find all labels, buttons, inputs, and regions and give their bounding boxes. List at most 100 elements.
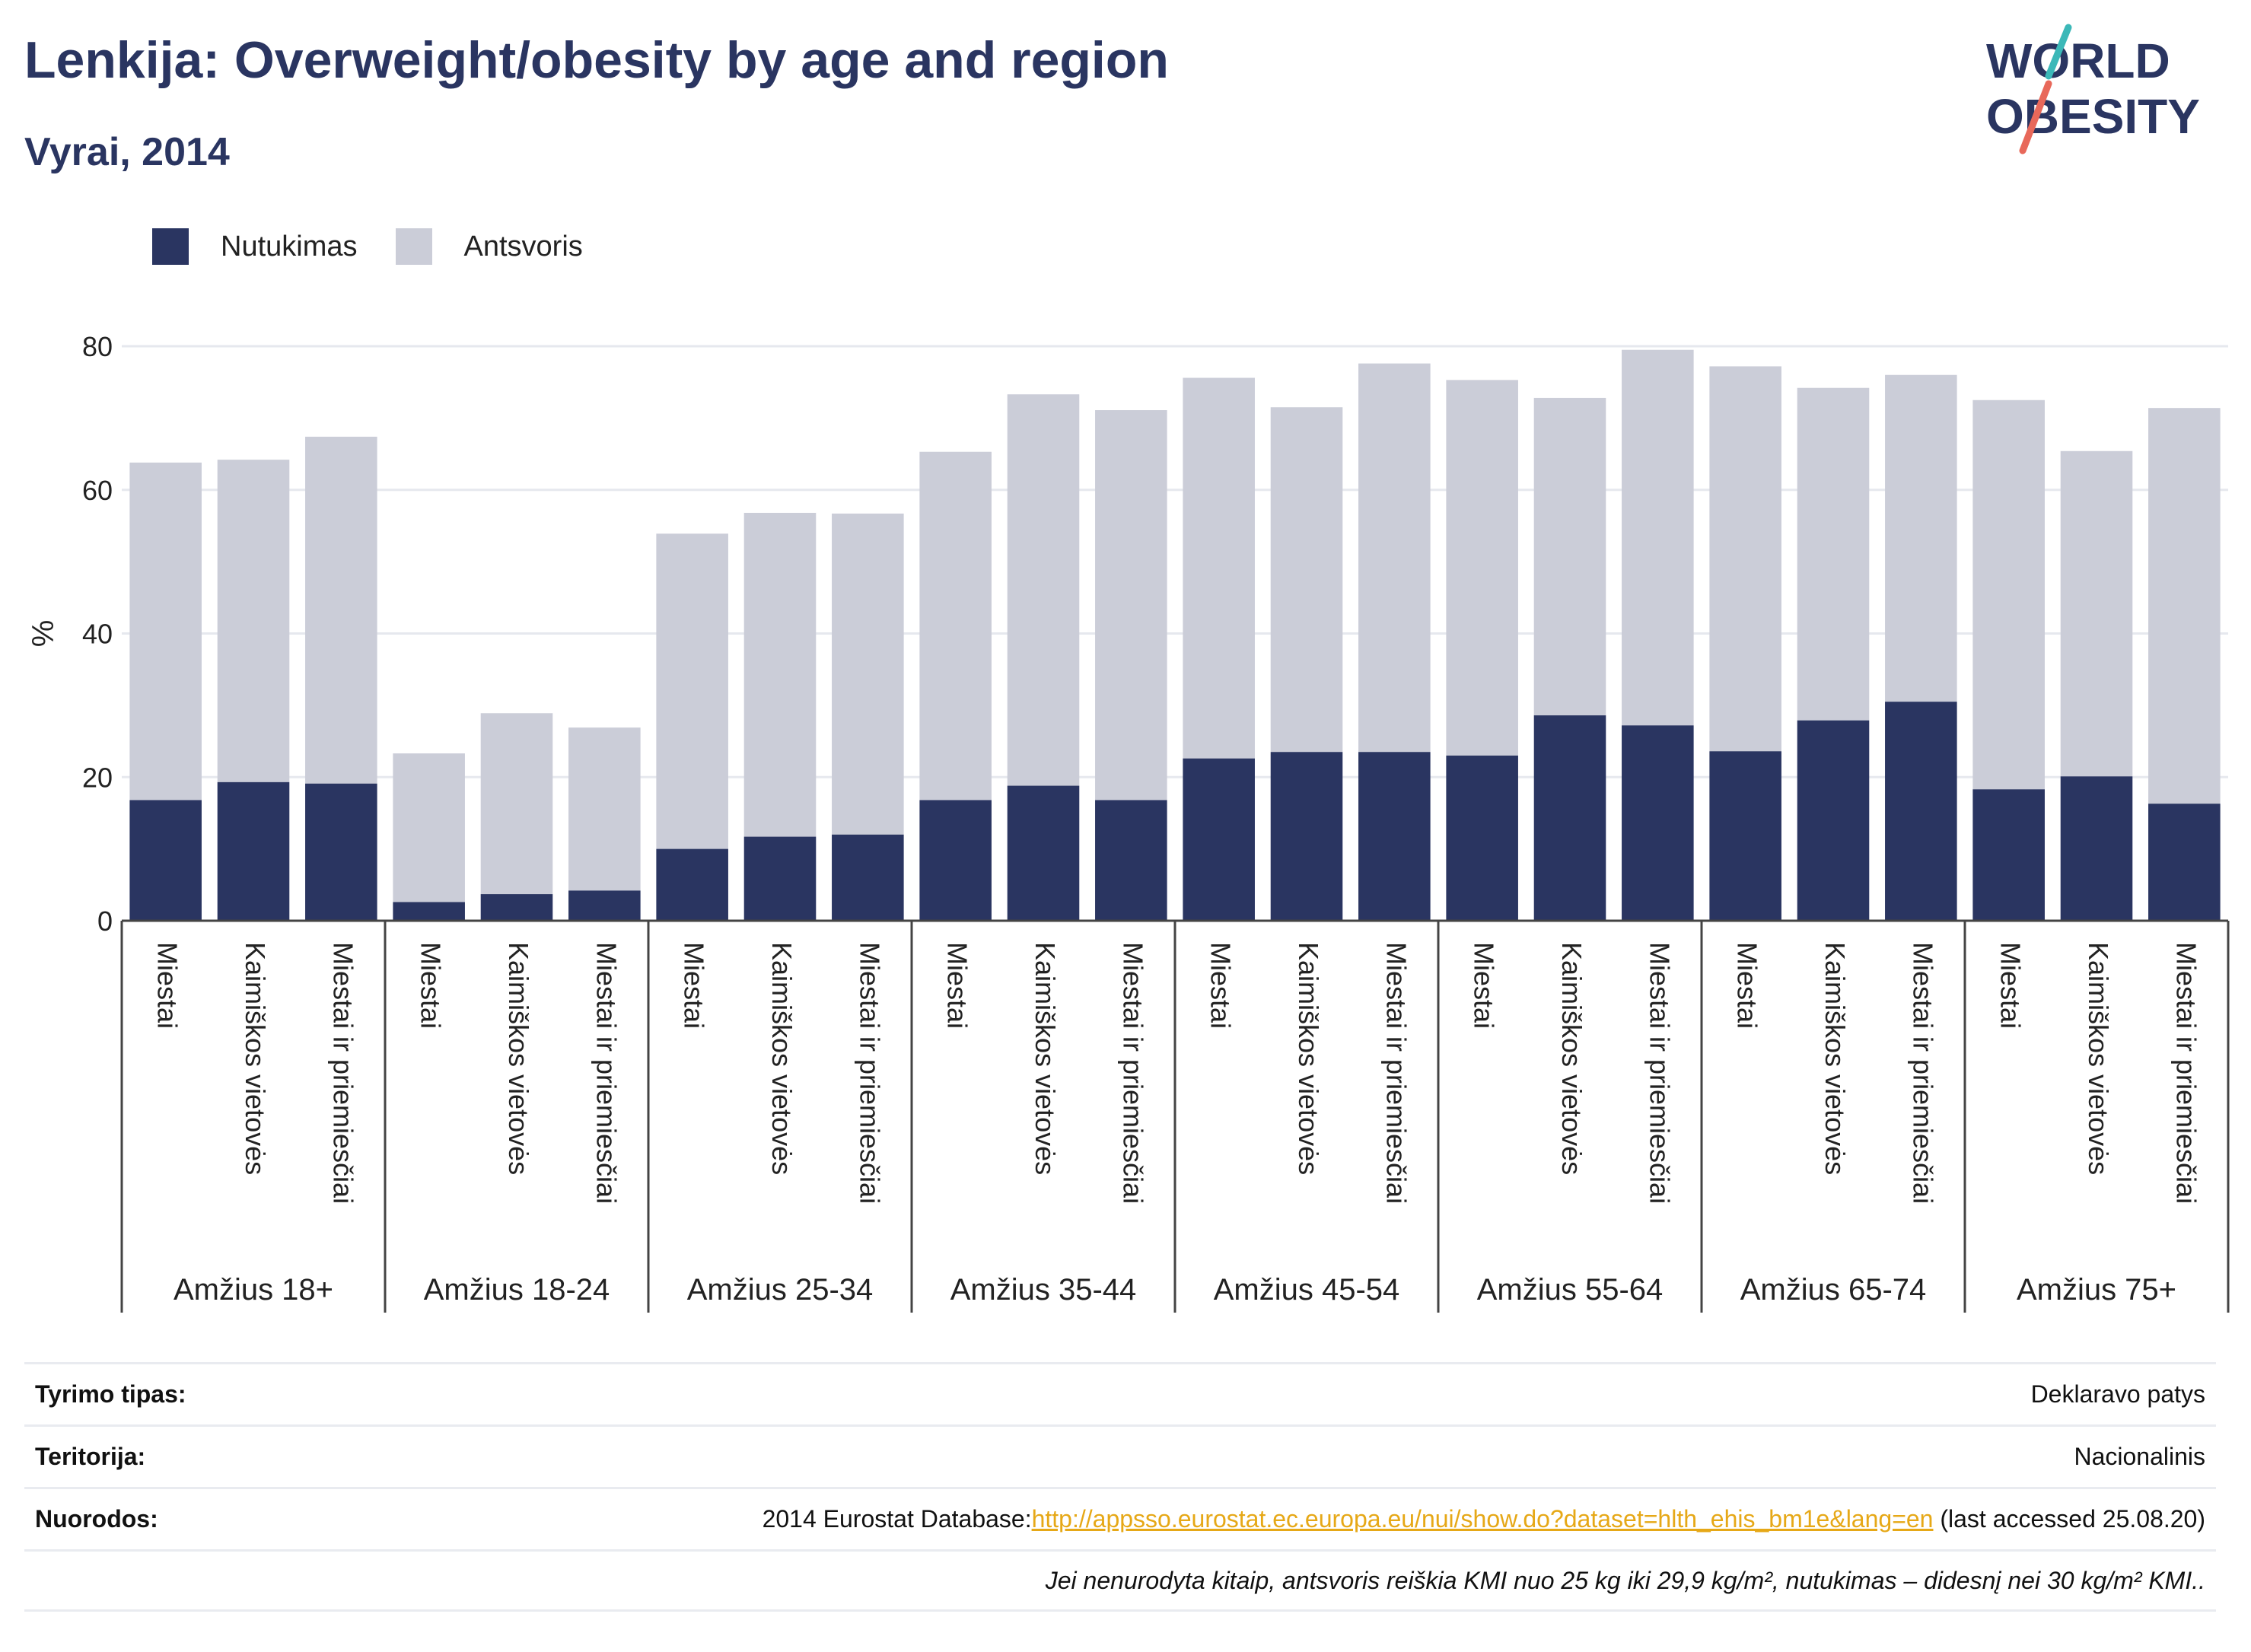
y-tick-label: 20 (82, 762, 113, 793)
bar-overweight (2060, 450, 2133, 777)
reference-suffix: (last accessed 25.08.20) (1933, 1505, 2205, 1533)
bar-obesity (568, 890, 641, 921)
x-category-label: Kaimiškos vietovės (1030, 942, 1061, 1175)
logo-line2: OBESITY (1986, 89, 2200, 144)
bar-overweight (129, 462, 202, 801)
bar-overweight (217, 460, 290, 782)
x-category-label: Miestai (1732, 942, 1763, 1029)
logo-slash-coral (2019, 80, 2052, 154)
info-value-survey: Deklaravo patys (2030, 1380, 2205, 1408)
info-label-survey: Tyrimo tipas: (35, 1380, 186, 1408)
x-category-label: Miestai ir priemiesčiai (1117, 942, 1148, 1204)
y-tick-label: 60 (82, 475, 113, 506)
bar-obesity (656, 848, 728, 921)
bar-obesity (1446, 755, 1518, 921)
x-category-label: Miestai (152, 942, 183, 1029)
reference-link[interactable]: http://appsso.eurostat.ec.europa.eu/nui/… (1031, 1505, 1934, 1533)
bar-overweight (1797, 387, 1870, 721)
info-row-survey: Tyrimo tipas: Deklaravo patys (24, 1362, 2216, 1424)
bar-obesity (1270, 752, 1343, 921)
x-category-label: Miestai (942, 942, 973, 1029)
bar-overweight (1622, 349, 1694, 726)
bar-overweight (1095, 409, 1167, 801)
bar-obesity (1533, 715, 1606, 921)
bar-obesity (1622, 725, 1694, 921)
x-category-label: Miestai ir priemiesčiai (854, 942, 885, 1204)
x-category-label: Miestai (1995, 942, 2027, 1029)
bar-obesity (2060, 776, 2133, 921)
y-tick-label: 40 (82, 619, 113, 650)
bar-overweight (1709, 366, 1781, 752)
bar-obesity (1358, 752, 1431, 921)
bar-obesity (305, 783, 377, 921)
chart-legend: Nutukimas Antsvoris (152, 225, 621, 268)
x-category-label: Miestai (679, 942, 710, 1029)
bar-obesity (129, 800, 202, 921)
x-category-label: Miestai ir priemiesčiai (591, 942, 622, 1204)
legend-label-overweight: Antsvoris (463, 230, 583, 263)
bar-overweight (568, 727, 641, 891)
x-group-label: Amžius 18-24 (424, 1273, 610, 1307)
info-table: Tyrimo tipas: Deklaravo patys Teritorija… (24, 1362, 2216, 1612)
bar-overweight (1358, 363, 1431, 753)
info-row-territory: Teritorija: Nacionalinis (24, 1424, 2216, 1487)
legend-item-overweight[interactable]: Antsvoris (395, 228, 583, 265)
bar-overweight (1885, 374, 1957, 702)
bar-obesity (217, 781, 290, 921)
bar-obesity (2148, 804, 2221, 921)
bar-overweight (656, 533, 728, 849)
info-label-territory: Teritorija: (35, 1443, 146, 1470)
x-group-label: Amžius 35-44 (950, 1273, 1137, 1307)
x-category-label: Miestai (415, 942, 447, 1029)
x-category-label: Kaimiškos vietovės (1293, 942, 1324, 1175)
info-row-footnote: Jei nenurodyta kitaip, antsvoris reiškia… (24, 1549, 2216, 1612)
bar-overweight (743, 512, 817, 837)
x-category-label: Kaimiškos vietovės (1820, 942, 1851, 1175)
legend-label-obesity: Nutukimas (221, 230, 358, 263)
world-obesity-logo: WORLD OBESITY (1986, 24, 2200, 154)
bar-overweight (1446, 380, 1518, 756)
x-group-label: Amžius 55-64 (1477, 1273, 1664, 1307)
y-tick-label: 80 (82, 331, 113, 362)
info-row-references: Nuorodos: 2014 Eurostat Database:http://… (24, 1487, 2216, 1549)
bar-overweight (2148, 408, 2221, 804)
x-category-label: Miestai (1469, 942, 1500, 1029)
bar-overweight (1270, 407, 1343, 753)
x-category-label: Miestai (1205, 942, 1237, 1029)
legend-swatch-overweight (395, 228, 432, 265)
bar-obesity (832, 834, 904, 921)
bar-obesity (1797, 720, 1870, 921)
x-category-label: Kaimiškos vietovės (503, 942, 534, 1175)
info-label-references: Nuorodos: (35, 1505, 158, 1533)
bar-obesity (1095, 800, 1167, 921)
x-group-label: Amžius 75+ (2017, 1273, 2176, 1307)
bar-obesity (1885, 702, 1957, 921)
info-value-territory: Nacionalinis (2074, 1443, 2205, 1470)
footnote-text: Jei nenurodyta kitaip, antsvoris reiškia… (1045, 1566, 2205, 1594)
legend-swatch-obesity (152, 228, 189, 265)
x-category-label: Miestai ir priemiesčiai (2170, 942, 2202, 1204)
legend-item-obesity[interactable]: Nutukimas (152, 228, 358, 265)
bar-obesity (1007, 785, 1080, 921)
bar-obesity (393, 902, 465, 921)
bar-overweight (393, 753, 465, 902)
bar-obesity (919, 800, 992, 921)
bar-overweight (1972, 399, 2045, 790)
stacked-bar-chart: 0 20 40 60 80% Miestai Kaimiškos vietovės Miest… (27, 331, 2230, 1313)
bar-obesity (480, 894, 553, 921)
x-group-label: Amžius 45-54 (1214, 1273, 1400, 1307)
bar-obesity (1972, 789, 2045, 921)
logo-slash-teal (2045, 24, 2072, 80)
x-category-label: Kaimiškos vietovės (2083, 942, 2114, 1175)
info-value-references: 2014 Eurostat Database:http://appsso.eur… (763, 1505, 2205, 1533)
bar-overweight (919, 451, 992, 801)
logo-line1: WORLD (1986, 33, 2170, 88)
x-category-label: Miestai ir priemiesčiai (1907, 942, 1938, 1204)
bar-overweight (1183, 377, 1255, 759)
chart-title: Lenkija: Overweight/obesity by age and r… (24, 31, 1169, 89)
x-category-label: Miestai ir priemiesčiai (327, 942, 358, 1204)
x-category-label: Kaimiškos vietovės (766, 942, 798, 1175)
reference-prefix: 2014 Eurostat Database: (762, 1505, 1032, 1533)
bar-obesity (1183, 758, 1255, 921)
bar-overweight (832, 513, 904, 835)
